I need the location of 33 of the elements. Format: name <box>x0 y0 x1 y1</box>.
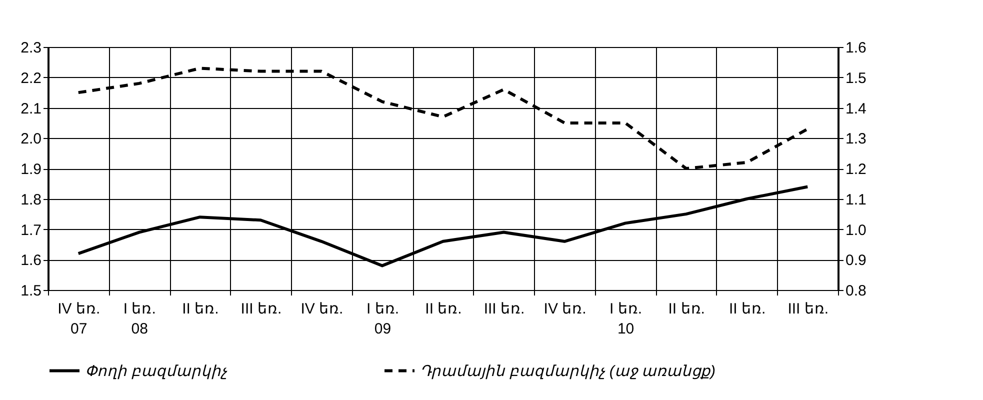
y-tick-label: 1.6 <box>20 252 42 270</box>
x-tick-label: IV եռ. <box>544 300 586 318</box>
x-tick-label: I եռ. 10 <box>610 300 642 338</box>
y-tick-label: 1.7 <box>20 222 42 239</box>
y-tick-label: 2.2 <box>20 70 42 87</box>
y2-tick-label: 0.9 <box>846 252 866 270</box>
x-tick-label: IV եռ. <box>300 300 344 318</box>
x-tick-label: II եռ. <box>729 300 766 318</box>
y2-tick-label: 1.6 <box>846 40 866 56</box>
y2-tick-label: 1.1 <box>846 191 866 208</box>
x-tick-label: II եռ. <box>425 300 462 318</box>
x-tick-label: III եռ. <box>788 300 829 318</box>
x-tick-label: IV եռ. 07 <box>58 300 100 338</box>
legend-label: Փողի բազմարկիչ <box>85 362 228 380</box>
y2-tick-label: 0.8 <box>846 282 866 300</box>
y-tick-label: 2.3 <box>20 40 42 56</box>
y-tick-label: 1.5 <box>20 282 42 300</box>
y-tick-label: 1.9 <box>20 161 42 178</box>
y-tick-label: 2.0 <box>20 130 42 148</box>
y2-tick-label: 1.4 <box>846 100 866 118</box>
y2-tick-label: 1.5 <box>846 70 866 87</box>
x-tick-label: III եռ. <box>484 300 525 318</box>
y2-tick-label: 1.2 <box>846 161 866 178</box>
y-tick-label: 2.1 <box>20 100 42 118</box>
y-tick-label: 1.8 <box>20 191 42 208</box>
x-tick-label: II եռ. <box>668 300 705 318</box>
y2-tick-label: 1.3 <box>846 130 866 148</box>
legend-label: Դրամային բազմարկիչ (աջ առանցք) <box>420 362 716 380</box>
x-tick-label: I եռ. 09 <box>366 300 399 338</box>
y2-tick-label: 1.0 <box>846 222 866 239</box>
x-tick-label: I եռ. 08 <box>123 300 156 338</box>
x-tick-label: III եռ. <box>240 300 282 318</box>
x-tick-label: II եռ. <box>182 300 219 318</box>
